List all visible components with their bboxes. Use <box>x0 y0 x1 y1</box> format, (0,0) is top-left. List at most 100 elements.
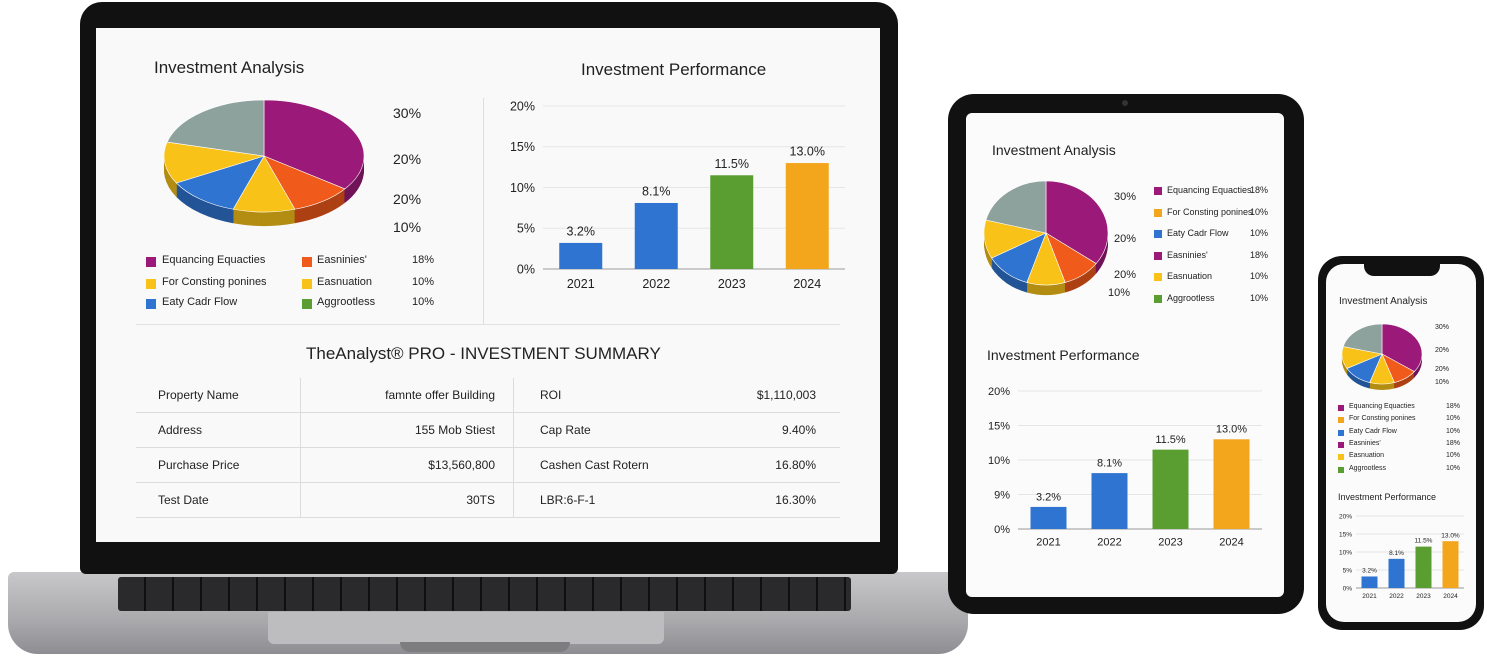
pie-label: 20% <box>1435 366 1449 373</box>
pie-label: 20% <box>1435 347 1449 354</box>
bar <box>635 203 678 269</box>
row-value: 9.40% <box>690 413 840 448</box>
legend-label: Easninies' <box>1167 250 1208 260</box>
legend-value: 10% <box>1446 415 1460 422</box>
performance-title: Investment Performance <box>1338 492 1436 502</box>
legend-label: Easninies' <box>1349 440 1381 447</box>
camera-icon <box>1122 100 1128 106</box>
bar-value-label: 8.1% <box>1389 550 1404 557</box>
x-tick-label: 2024 <box>1219 537 1243 549</box>
legend-swatch <box>1154 295 1162 303</box>
bar <box>559 243 602 269</box>
bar <box>1362 576 1378 588</box>
analysis-title: Investment Analysis <box>992 142 1116 158</box>
legend-value: 10% <box>1250 228 1268 238</box>
y-tick-label: 9% <box>994 489 1010 501</box>
bar <box>1416 547 1432 588</box>
bar-value-label: 3.2% <box>1036 491 1061 503</box>
legend-swatch <box>302 299 312 309</box>
y-tick-label: 15% <box>510 140 535 154</box>
performance-title: Investment Performance <box>581 60 766 80</box>
x-tick-label: 2024 <box>793 277 821 291</box>
tablet-bar-chart: 0%9%10%15%20%3.2%20218.1%202211.5%202313… <box>978 375 1278 555</box>
laptop-screen: Investment Analysis Investment Performan… <box>96 28 880 542</box>
legend-swatch <box>1154 273 1162 281</box>
legend-value: 18% <box>1446 440 1460 447</box>
row-value: famnte offer Building <box>301 378 514 413</box>
pie-label: 20% <box>393 191 421 207</box>
legend-swatch <box>146 299 156 309</box>
bar-value-label: 3.2% <box>567 224 596 238</box>
legend-label: Eaty Cadr Flow <box>1349 428 1397 435</box>
bar <box>1153 450 1189 529</box>
analysis-title: Investment Analysis <box>1339 296 1427 307</box>
section-divider <box>483 98 484 324</box>
bar-value-label: 13.0% <box>1441 532 1460 539</box>
legend-label: Equancing Equacties <box>1349 403 1415 410</box>
bar-value-label: 13.0% <box>790 145 825 159</box>
legend-swatch <box>1338 417 1344 423</box>
pie-label: 30% <box>1114 191 1136 203</box>
legend-swatch <box>302 279 312 289</box>
y-tick-label: 20% <box>1339 513 1352 520</box>
legend-label: Aggrootless <box>317 296 375 308</box>
phone-notch <box>1364 262 1440 276</box>
row-label: Address <box>136 413 301 448</box>
legend-label: Eaty Cadr Flow <box>1167 228 1229 238</box>
legend-value: 10% <box>1250 293 1268 303</box>
legend-swatch <box>1338 442 1344 448</box>
bar-value-label: 11.5% <box>714 157 749 171</box>
y-tick-label: 20% <box>988 386 1010 398</box>
bar <box>1389 559 1405 588</box>
y-tick-label: 0% <box>517 262 535 276</box>
x-tick-label: 2022 <box>642 277 670 291</box>
legend-swatch <box>1154 252 1162 260</box>
table-row: Purchase Price $13,560,800 Cashen Cast Rot… <box>136 448 840 483</box>
row-label: ROI <box>514 378 691 413</box>
bar-value-label: 8.1% <box>642 184 671 198</box>
phone-screen: Investment Analysis 30% 20% 20% 10% Equa… <box>1326 264 1476 622</box>
y-tick-label: 0% <box>1343 585 1353 592</box>
legend-label: Easnuation <box>1349 452 1384 459</box>
legend-value: 10% <box>1446 452 1460 459</box>
legend-value: 18% <box>1250 185 1268 195</box>
bar <box>710 175 753 269</box>
legend-swatch <box>1338 430 1344 436</box>
legend-swatch <box>1154 209 1162 217</box>
row-label: Cap Rate <box>514 413 691 448</box>
legend-value: 18% <box>1250 250 1268 260</box>
pie-label: 10% <box>1108 287 1130 299</box>
y-tick-label: 5% <box>1343 567 1353 574</box>
x-tick-label: 2023 <box>1416 593 1431 600</box>
tablet-screen: Investment Analysis 30% 20% 20% 10% Equa… <box>966 113 1284 597</box>
summary-table: Property Name famnte offer Building ROI $1,… <box>136 378 840 518</box>
y-tick-label: 0% <box>994 524 1010 536</box>
bar-value-label: 13.0% <box>1216 424 1247 436</box>
legend-label: Easnuation <box>317 276 372 288</box>
legend-swatch <box>1338 405 1344 411</box>
x-tick-label: 2023 <box>718 277 746 291</box>
row-value: 155 Mob Stiest <box>301 413 514 448</box>
legend-value: 10% <box>1446 465 1460 472</box>
section-divider <box>136 324 840 325</box>
table-row: Address 155 Mob Stiest Cap Rate 9.40% <box>136 413 840 448</box>
legend-swatch <box>1338 467 1344 473</box>
bar <box>1092 473 1128 529</box>
legend-label: Easninies' <box>317 254 367 266</box>
legend-label: Equancing Equacties <box>1167 185 1252 195</box>
pie-label: 20% <box>1114 233 1136 245</box>
pie-label: 30% <box>393 105 421 121</box>
x-tick-label: 2021 <box>567 277 595 291</box>
row-value: 16.30% <box>690 483 840 518</box>
analysis-title: Investment Analysis <box>154 58 304 78</box>
legend-swatch <box>1154 230 1162 238</box>
row-label: LBR:6-F-1 <box>514 483 691 518</box>
legend-value: 10% <box>412 296 434 308</box>
legend-label: For Consting ponines <box>162 276 267 288</box>
pie-label: 10% <box>393 219 421 235</box>
row-value: $1,110,003 <box>690 378 840 413</box>
legend-label: Easnuation <box>1167 271 1212 281</box>
y-tick-label: 20% <box>510 99 535 113</box>
row-label: Property Name <box>136 378 301 413</box>
laptop-bar-chart: 0% 5% 10% 15% 20% 3.2% 2021 8.1% 2022 11.5% 2023 13… <box>501 94 861 304</box>
